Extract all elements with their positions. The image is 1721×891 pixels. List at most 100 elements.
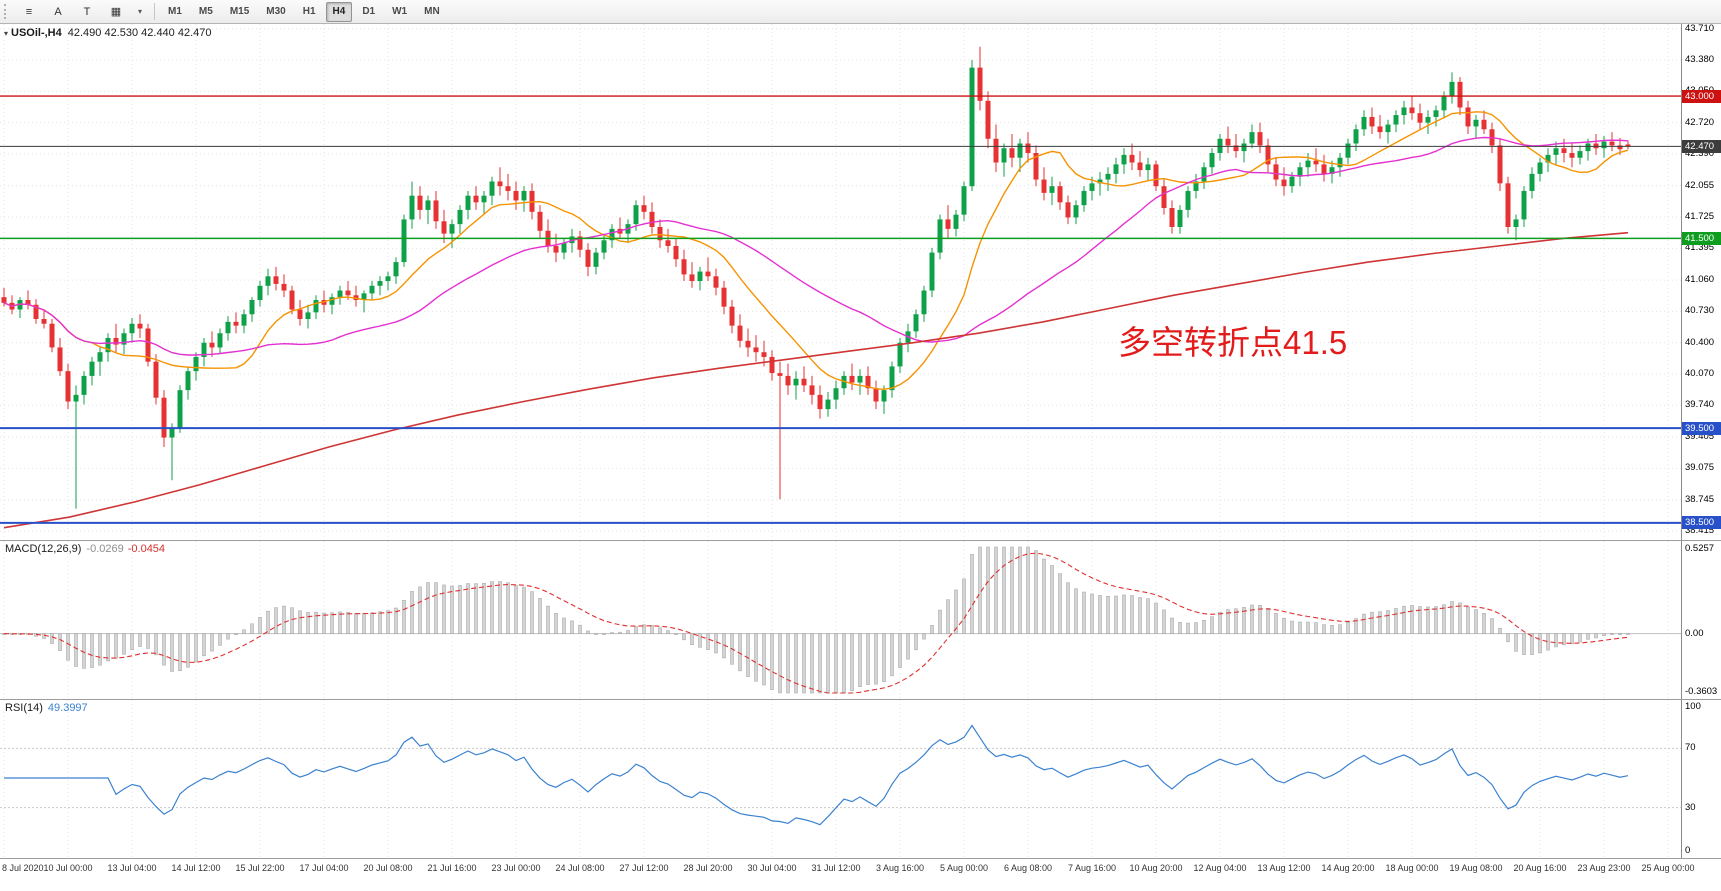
macd-axis-label: -0.3603	[1685, 686, 1718, 697]
time-axis-label: 10 Aug 20:00	[1129, 863, 1183, 873]
rsi-value: 49.3997	[47, 702, 88, 714]
timeframe-button-m15[interactable]: M15	[229, 6, 250, 17]
candle-body	[1113, 164, 1119, 174]
vertical-grid	[3, 24, 1669, 540]
candle-body	[1441, 96, 1447, 111]
candle-body	[441, 221, 447, 234]
time-axis-label: 12 Aug 04:00	[1193, 863, 1247, 873]
panel-separator[interactable]	[0, 540, 1721, 541]
time-axis[interactable]: 8 Jul 2020 10 Jul 00:00 13 Jul 04:00 14 Jul…	[0, 859, 1721, 890]
candle-body	[785, 375, 791, 386]
time-axis-label: 14 Aug 20:00	[1321, 863, 1375, 873]
candle-body	[1089, 183, 1095, 191]
candle-body	[889, 366, 895, 391]
candle-body	[1201, 167, 1207, 182]
candle-body	[1177, 209, 1183, 227]
candle-body	[753, 347, 759, 353]
price-axis-label: 41.060	[1685, 274, 1715, 286]
price-axis-label: 41.395	[1685, 242, 1715, 254]
candle-body	[937, 219, 943, 253]
panel-separator[interactable]	[0, 858, 1721, 859]
charts-list-icon[interactable]: ≡	[25, 5, 33, 18]
candle-body	[177, 390, 183, 429]
candle-body	[57, 347, 63, 372]
chart-collapse-icon[interactable]: ▾	[4, 29, 9, 38]
timeframe-button-h1[interactable]: H1	[302, 6, 316, 17]
level-price-label: 38.500	[1682, 516, 1721, 530]
shapes-tool-button[interactable]: ▦	[110, 6, 122, 18]
candle-body	[1313, 160, 1319, 165]
macd-axis-label: 0.00	[1685, 627, 1704, 639]
candle-body	[1417, 113, 1423, 123]
candle-body	[1369, 116, 1375, 127]
candle-body	[833, 388, 839, 400]
price-chart-canvas[interactable]	[0, 24, 1681, 540]
price-axis[interactable]: 43.71043.38043.05042.72042.39042.05541.7…	[1681, 23, 1721, 540]
timeframe-button-m30[interactable]: M30	[266, 6, 286, 17]
candle-body	[1257, 132, 1263, 146]
candle-body	[769, 356, 775, 374]
time-axis-label: 6 Aug 08:00	[1003, 863, 1053, 873]
candle-body	[953, 214, 959, 229]
toolbar: ≡ A T ▦ ▾ M1 M5 M15 M30 H1 H4 D1 W1 MN	[0, 0, 1721, 24]
timeframes-toolbar: M1 M5 M15 M30 H1 H4 D1 W1 MN	[160, 1, 448, 22]
timeframe-button-h4[interactable]: H4	[325, 1, 353, 22]
text-tool-button[interactable]: T	[83, 5, 91, 18]
candle-body	[585, 249, 591, 267]
candle-body	[593, 252, 599, 267]
timeframe-button-m5[interactable]: M5	[198, 6, 213, 17]
candle-body	[73, 394, 79, 402]
symbol-timeframe-label: USOil-,H4	[11, 27, 62, 39]
candle-body	[1393, 115, 1399, 125]
candle-body	[393, 262, 399, 277]
candle-body	[121, 333, 127, 345]
timeframe-button-d1[interactable]: D1	[362, 6, 376, 17]
candle-body	[841, 375, 847, 389]
candle-body	[1041, 179, 1047, 193]
candle-body	[233, 321, 239, 326]
panel-separator[interactable]	[0, 699, 1721, 700]
candle-body	[601, 240, 607, 253]
timeframe-button-w1[interactable]: W1	[392, 6, 408, 17]
rsi-canvas[interactable]	[0, 700, 1681, 858]
toolbar-drag-handle[interactable]	[4, 4, 10, 19]
shapes-dropdown-caret-icon[interactable]: ▾	[137, 7, 142, 16]
timeframe-button-mn[interactable]: MN	[424, 6, 440, 17]
price-axis-label: 39.075	[1685, 462, 1715, 474]
candle-body	[1361, 116, 1367, 130]
time-axis-label: 23 Aug 23:00	[1577, 863, 1631, 873]
time-axis-label: 7 Aug 16:00	[1067, 863, 1117, 873]
candle-body	[1481, 119, 1487, 130]
candle-body	[1513, 219, 1519, 227]
candle-body	[577, 236, 583, 250]
macd-axis-label: 0.5257	[1685, 543, 1715, 554]
rsi-axis[interactable]: 100 70 30 0	[1681, 700, 1721, 858]
candle-body	[1385, 124, 1391, 133]
arrow-tool-button[interactable]: A	[54, 5, 62, 18]
candle-body	[505, 186, 511, 191]
candle-body	[673, 245, 679, 260]
horizontal-grid	[0, 28, 1681, 532]
macd-canvas[interactable]	[0, 541, 1681, 699]
rsi-axis-label: 30	[1685, 801, 1696, 813]
rsi-label: RSI(14) 49.3997	[5, 702, 88, 714]
candle-body	[817, 394, 823, 410]
candle-body	[1561, 148, 1567, 153]
candle-body	[1345, 143, 1351, 158]
macd-histogram	[2, 546, 1630, 694]
candle-body	[777, 373, 783, 376]
candle-body	[369, 285, 375, 294]
candle-body	[217, 333, 223, 348]
chart-window: 43.71043.38043.05042.72042.39042.05541.7…	[0, 23, 1721, 891]
macd-axis[interactable]: 0.5257 0.00 -0.3603	[1681, 541, 1721, 699]
candle-body	[1081, 190, 1087, 206]
candle-body	[345, 290, 351, 296]
candle-body	[449, 224, 455, 234]
candle-body	[801, 378, 807, 386]
rsi-axis-label: 70	[1685, 742, 1696, 754]
timeframe-button-m1[interactable]: M1	[168, 6, 182, 17]
candle-body	[65, 371, 71, 402]
chart-title: ▾ USOil-,H4 42.490 42.530 42.440 42.470	[4, 27, 212, 39]
time-axis-label: 20 Aug 16:00	[1513, 863, 1567, 873]
